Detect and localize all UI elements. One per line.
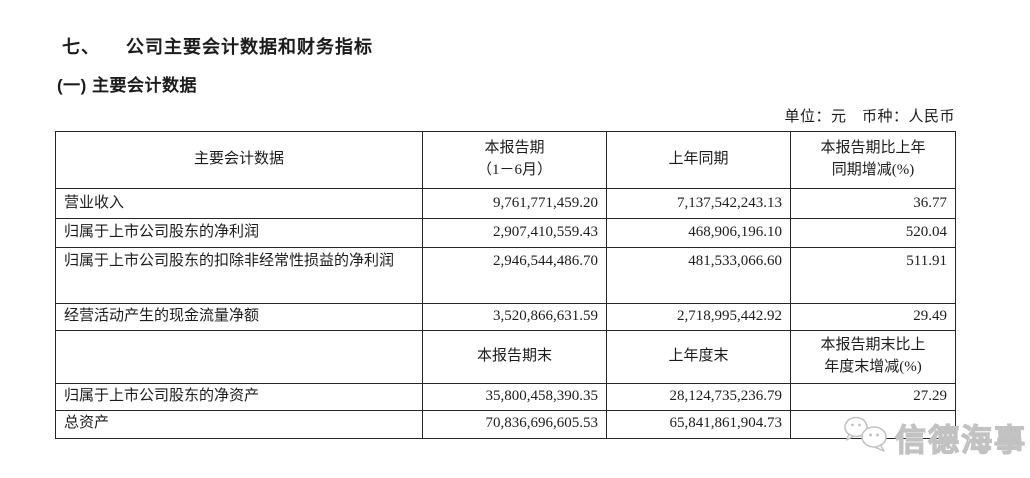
row-label-cell: 经营活动产生的现金流量净额 [55,303,423,331]
value-cell: 481,533,066.60 [606,247,791,304]
header-cell [55,329,423,384]
table-header-row: 主要会计数据 本报告期 （1－6月） 上年同期 本报告期比上年 同期增减(%) [55,131,956,189]
subsection-heading: (一) 主要会计数据 [57,76,198,95]
value-cell: 29.49 [790,303,956,331]
value-cell: 2,718,995,442.92 [606,303,791,331]
section-number: 七、 [62,37,100,57]
value-cell: 468,906,196.10 [606,218,791,248]
row-label-cell: 归属于上市公司股东的扣除非经常性损益的净利润 [55,247,423,304]
value-cell: 2,907,410,559.43 [422,218,607,248]
value-cell: 28,124,735,236.79 [606,382,791,411]
value-cell: 2,946,544,486.70 [422,247,607,304]
table-header-row: 本报告期末 上年度末 本报告期末比上 年度末增减(%) [55,329,956,384]
value-cell: 3,520,866,631.59 [422,303,607,331]
section-title: 公司主要会计数据和财务指标 [126,37,373,57]
row-label-cell: 归属于上市公司股东的净利润 [55,218,423,248]
value-cell: 65,841,861,904.73 [606,409,791,439]
header-cell: 本报告期 （1－6月） [422,131,607,189]
value-cell: 35,800,458,390.35 [422,382,607,411]
table-row: 归属于上市公司股东的净资产 35,800,458,390.35 28,124,735… [55,382,956,411]
value-cell [790,409,956,439]
header-cell: 本报告期末比上 年度末增减(%) [790,329,956,384]
table-row: 总资产 70,836,696,605.53 65,841,861,904.73 [55,409,956,439]
row-label-cell: 营业收入 [55,188,423,219]
table-row: 归属于上市公司股东的扣除非经常性损益的净利润 2,946,544,486.70 48… [55,247,956,304]
header-cell: 上年度末 [606,329,791,384]
unit-currency-note: 单位：元 币种：人民币 [784,109,955,125]
value-cell: 27.29 [790,382,956,411]
table-row: 经营活动产生的现金流量净额 3,520,866,631.59 2,718,995,4… [55,303,956,331]
header-cell: 本报告期比上年 同期增减(%) [790,131,956,189]
value-cell: 511.91 [790,247,956,304]
header-cell: 主要会计数据 [55,131,423,189]
financial-table-body: 主要会计数据 本报告期 （1－6月） 上年同期 本报告期比上年 同期增减(%) 营业收入… [55,131,956,439]
value-cell: 520.04 [790,218,956,248]
row-label-cell: 总资产 [55,409,423,439]
section-heading: 七、 公司主要会计数据和财务指标 [62,33,1030,59]
value-cell: 36.77 [790,188,956,219]
value-cell: 7,137,542,243.13 [606,188,791,219]
table-row: 营业收入 9,761,771,459.20 7,137,542,243.13 36.7… [55,188,956,219]
table-row: 归属于上市公司股东的净利润 2,907,410,559.43 468,906,196… [55,218,956,248]
header-cell: 本报告期末 [422,329,607,384]
financial-data-table: 主要会计数据 本报告期 （1－6月） 上年同期 本报告期比上年 同期增减(%) 营业收入… [55,131,956,439]
header-cell: 上年同期 [606,131,791,189]
value-cell: 9,761,771,459.20 [422,188,607,219]
value-cell: 70,836,696,605.53 [422,409,607,439]
row-label-cell: 归属于上市公司股东的净资产 [55,382,423,411]
